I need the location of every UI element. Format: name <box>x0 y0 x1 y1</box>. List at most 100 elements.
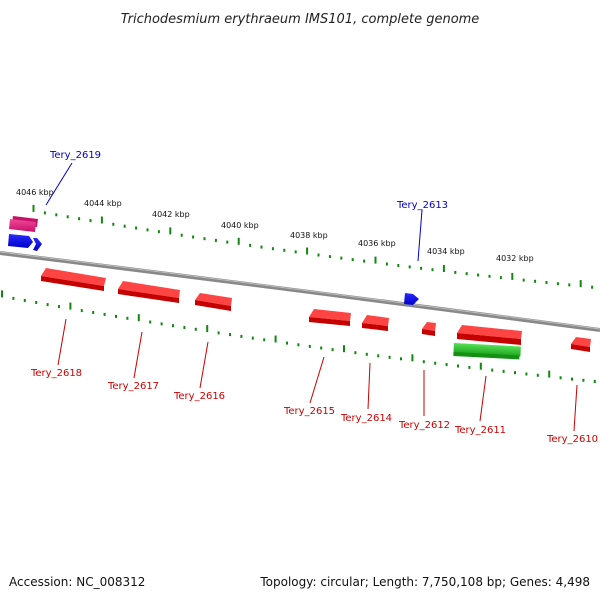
minor-tick <box>92 311 95 314</box>
major-tick <box>100 216 103 224</box>
minor-tick <box>593 380 596 383</box>
minor-tick <box>286 341 288 345</box>
major-tick <box>274 335 277 343</box>
scale-label: 4032 kbp <box>496 254 534 263</box>
major-tick <box>1 290 3 298</box>
minor-tick <box>502 369 505 373</box>
gene-arrow-tery-2616[interactable] <box>195 293 232 311</box>
major-tick <box>548 370 551 378</box>
gene-arrow-tery-2618[interactable] <box>41 268 106 291</box>
gene-arrow-tery-2619[interactable] <box>8 234 42 251</box>
gene-label-tery-2619[interactable]: Tery_2619 <box>49 150 101 161</box>
minor-tick <box>397 264 400 267</box>
major-tick <box>32 204 35 212</box>
scale-label: 4036 kbp <box>358 239 396 248</box>
minor-tick <box>468 365 471 369</box>
minor-tick <box>283 248 286 252</box>
minor-tick <box>454 270 457 274</box>
minor-tick <box>354 351 357 355</box>
minor-tick <box>249 243 252 247</box>
major-tick <box>206 325 209 333</box>
gene-callout-lines <box>45 162 578 432</box>
scale-label: 4040 kbp <box>221 221 259 230</box>
scale-ticks-lower <box>1 290 596 383</box>
minor-tick <box>351 258 354 262</box>
minor-tick <box>260 245 263 249</box>
minor-tick <box>559 376 562 380</box>
minor-tick <box>556 282 559 286</box>
minor-tick <box>431 268 434 272</box>
minor-tick <box>525 372 528 376</box>
minor-tick <box>534 279 537 283</box>
gene-label-tery-2610[interactable]: Tery_2610 <box>546 434 598 445</box>
map-title: Trichodesmium erythraeum IMS101, complet… <box>121 12 480 27</box>
minor-tick <box>240 334 243 338</box>
gene-arrow-tery-2612[interactable] <box>422 322 436 336</box>
gene-arrow-tery-2611[interactable] <box>457 325 522 345</box>
reverse-strand-features <box>41 268 591 360</box>
scale-label: 4044 kbp <box>84 199 122 208</box>
minor-tick <box>457 364 459 368</box>
gene-labels: Tery_2619 Tery_2613 Tery_2618 Tery_2617 … <box>30 150 598 445</box>
minor-tick <box>217 331 220 335</box>
minor-tick <box>328 255 331 259</box>
other-feature[interactable] <box>453 343 521 360</box>
gene-label-tery-2612[interactable]: Tery_2612 <box>398 420 450 431</box>
major-tick <box>374 256 377 264</box>
minor-tick <box>320 346 323 350</box>
minor-tick <box>308 344 311 348</box>
minor-tick <box>477 273 480 277</box>
minor-tick <box>377 354 380 358</box>
gene-arrow-tery-2617[interactable] <box>118 281 180 303</box>
major-tick <box>579 280 582 288</box>
gene-arrow-tery-2613[interactable] <box>404 293 419 305</box>
gene-label-tery-2615[interactable]: Tery_2615 <box>283 406 335 417</box>
minor-tick <box>180 233 183 237</box>
major-tick <box>442 265 445 272</box>
minor-tick <box>317 253 320 257</box>
gene-arrow-tery-2610[interactable] <box>571 337 591 352</box>
minor-tick <box>271 247 274 251</box>
minor-tick <box>183 326 186 329</box>
minor-tick <box>545 281 548 284</box>
minor-tick <box>400 357 402 361</box>
minor-tick <box>35 301 38 304</box>
gene-label-tery-2616[interactable]: Tery_2616 <box>173 391 225 402</box>
rna-feature[interactable] <box>9 216 38 232</box>
minor-tick <box>89 219 92 223</box>
minor-tick <box>192 235 195 239</box>
genome-backbone-highlight <box>0 251 600 330</box>
major-tick <box>137 314 140 322</box>
minor-tick <box>203 237 206 241</box>
gene-label-tery-2617[interactable]: Tery_2617 <box>107 381 159 392</box>
minor-tick <box>263 338 266 342</box>
minor-tick <box>55 213 58 217</box>
minor-tick <box>536 373 539 377</box>
minor-tick <box>499 276 502 280</box>
minor-tick <box>149 320 152 324</box>
minor-tick <box>115 314 117 318</box>
forward-strand-features <box>8 216 419 305</box>
genome-summary-text: Topology: circular; Length: 7,750,108 bp… <box>260 575 590 589</box>
gene-arrow-tery-2614[interactable] <box>362 315 389 331</box>
minor-tick <box>194 327 197 331</box>
gene-label-tery-2618[interactable]: Tery_2618 <box>30 368 82 379</box>
minor-tick <box>297 343 300 347</box>
minor-tick <box>123 224 126 228</box>
gene-label-tery-2613[interactable]: Tery_2613 <box>396 200 448 211</box>
scale-ticks-upper <box>32 204 594 289</box>
minor-tick <box>385 262 388 266</box>
minor-tick <box>365 352 368 356</box>
minor-tick <box>522 278 525 282</box>
gene-arrow-tery-2615[interactable] <box>309 309 351 326</box>
minor-tick <box>12 296 15 300</box>
minor-tick <box>43 211 46 215</box>
minor-tick <box>491 368 494 372</box>
minor-tick <box>422 360 425 364</box>
major-tick <box>411 354 414 362</box>
minor-tick <box>488 274 491 278</box>
gene-label-tery-2614[interactable]: Tery_2614 <box>340 413 392 424</box>
minor-tick <box>251 336 254 340</box>
gene-label-tery-2611[interactable]: Tery_2611 <box>454 425 506 436</box>
